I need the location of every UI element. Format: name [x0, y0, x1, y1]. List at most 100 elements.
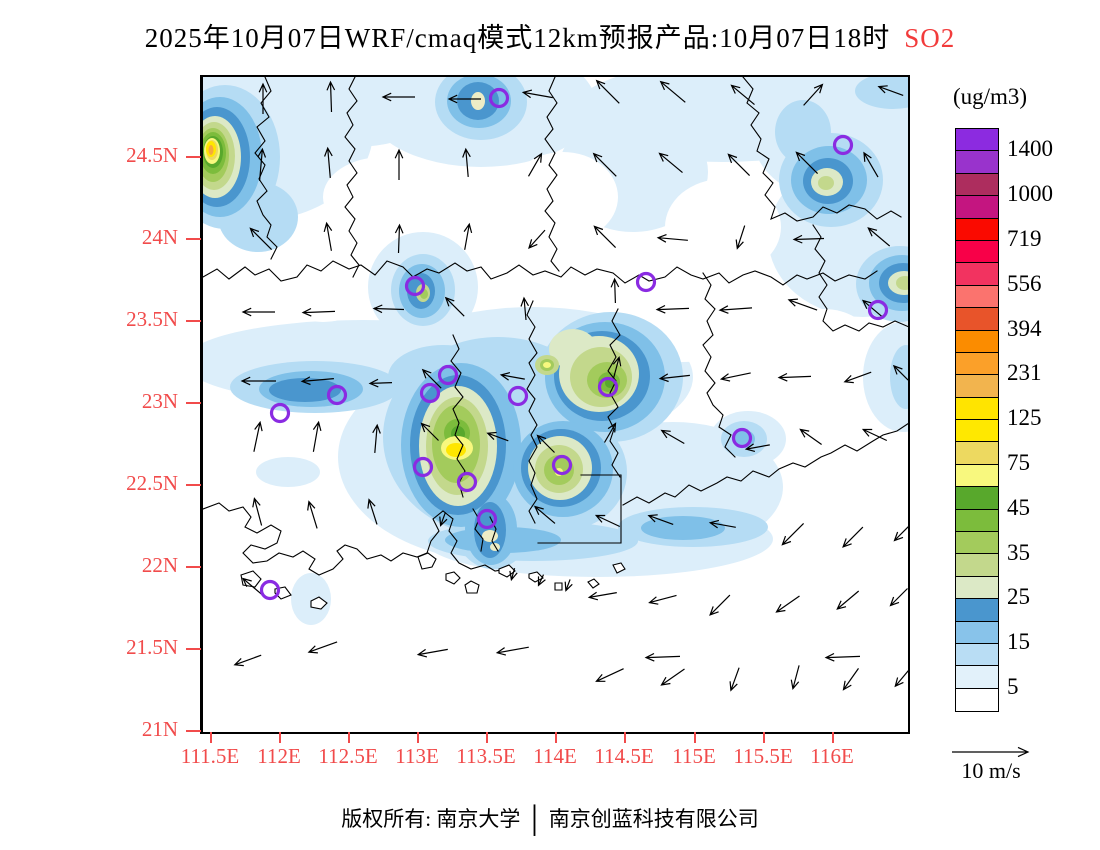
wind-arrow [368, 378, 393, 388]
wind-scale-arrow-glyph [952, 746, 1030, 758]
lon-tick-mark [417, 732, 419, 743]
wind-arrow [520, 296, 530, 321]
wind-arrow [394, 148, 404, 180]
lat-tick-mark [186, 402, 201, 404]
lat-tick-mark [186, 648, 201, 650]
lon-tick-label: 113.5E [456, 744, 516, 768]
colorbar [955, 128, 999, 713]
wind-arrow [253, 420, 263, 452]
wind-arrow [861, 428, 888, 442]
wind-arrow [787, 298, 818, 311]
wind-arrow [594, 514, 621, 528]
wind-arrow [444, 296, 465, 317]
colorbar-segment [956, 532, 998, 555]
wind-arrow [527, 152, 543, 177]
wind-arrow [612, 356, 622, 381]
wind-arrow [781, 522, 805, 546]
wind-arrow [863, 151, 879, 178]
station-marker [476, 508, 498, 530]
lon-tick-mark [279, 732, 281, 743]
colorbar-segment [956, 240, 998, 264]
wind-arrow [486, 431, 509, 442]
colorbar-segment [956, 330, 998, 353]
colorbar-segment [956, 308, 998, 331]
lon-tick-label: 113E [395, 744, 439, 768]
wind-arrow [842, 526, 864, 548]
station-marker-layer [259, 87, 889, 601]
colorbar-segment [956, 621, 998, 644]
colorbar-tick-label: 15 [1007, 629, 1030, 655]
station-marker [551, 454, 573, 476]
wind-arrow [648, 594, 677, 605]
lat-tick-mark [186, 156, 201, 158]
footer-company: 南京创蓝科技有限公司 [548, 807, 759, 831]
wind-arrow [861, 299, 884, 318]
wind-arrow [233, 654, 262, 667]
wind-arrow [564, 579, 573, 592]
wind-scale-arrow [952, 746, 1030, 758]
wind-arrow [708, 519, 736, 529]
wind-arrow [656, 234, 688, 243]
station-marker [731, 427, 753, 449]
wind-arrow [323, 221, 333, 251]
station-marker [597, 376, 619, 398]
wind-arrow [894, 670, 908, 688]
colorbar-segment [956, 509, 998, 533]
wind-arrow [252, 497, 263, 526]
footer-owner: 版权所有: 南京大学 [341, 807, 521, 831]
colorbar-tick-label: 556 [1007, 270, 1042, 296]
wind-arrow [367, 498, 378, 525]
colorbar-segment [956, 442, 998, 465]
wind-arrow [241, 307, 275, 317]
wind-arrow [889, 588, 908, 607]
colorbar-tick-labels: 5 15 25 35 45 75 125 231 394 556 719 1000 1400 [1007, 128, 1087, 712]
colorbar-segment [956, 397, 998, 421]
coastline-boundary-layer [203, 77, 908, 610]
colorbar-tick-label: 1400 [1007, 136, 1053, 162]
colorbar-segment [956, 263, 998, 286]
wind-arrow [893, 526, 908, 542]
latitude-axis: 24.5N 24N 23.5N 23N 22.5N 22N 21.5N 21N [0, 75, 201, 741]
station-marker [867, 299, 889, 321]
forecast-map [200, 75, 910, 734]
colorbar-segment [956, 196, 998, 219]
lon-tick-label: 115E [672, 744, 716, 768]
station-marker [507, 385, 529, 407]
wind-arrow [824, 652, 861, 662]
colorbar-segment [956, 643, 998, 667]
colorbar-segment [956, 352, 998, 376]
wind-arrow [381, 92, 415, 102]
wind-arrow [610, 277, 620, 304]
wind-arrow [509, 568, 518, 582]
map-canvas [203, 77, 908, 692]
wind-arrow [730, 84, 755, 106]
wind-arrow [258, 82, 268, 114]
station-marker [437, 364, 459, 386]
colorbar-segment [956, 464, 998, 488]
wind-arrow [658, 152, 683, 174]
title-pollutant: SO2 [904, 23, 956, 53]
wind-arrow [655, 304, 690, 314]
wind-arrow [709, 594, 731, 616]
colorbar-segment [956, 218, 998, 241]
lon-tick-label: 116E [810, 744, 854, 768]
wind-arrow [777, 372, 812, 382]
wind-scale-label: 10 m/s [961, 758, 1021, 783]
lat-tick-label: 24N [141, 225, 178, 249]
lon-tick-mark [694, 732, 696, 743]
wind-arrow [799, 428, 822, 445]
lon-tick-label: 111.5E [180, 744, 240, 768]
title-text: 2025年10月07日WRF/cmaq模式12km预报产品:10月07日18时 [144, 23, 891, 53]
wind-arrow [659, 80, 686, 103]
station-marker [259, 579, 281, 601]
wind-arrow [257, 147, 267, 181]
colorbar-tick-label: 35 [1007, 539, 1030, 565]
colorbar-segment [956, 129, 998, 152]
longitude-axis: 111.5E 112E 112.5E 113E 113.5E 114E 114.5E 115E… [181, 732, 910, 782]
wind-arrow [249, 227, 273, 251]
wind-arrow [528, 229, 546, 249]
colorbar-tick-label: 75 [1007, 450, 1030, 475]
lat-tick-mark [186, 730, 201, 732]
lat-tick-mark [186, 238, 201, 240]
wind-arrow [795, 151, 819, 175]
